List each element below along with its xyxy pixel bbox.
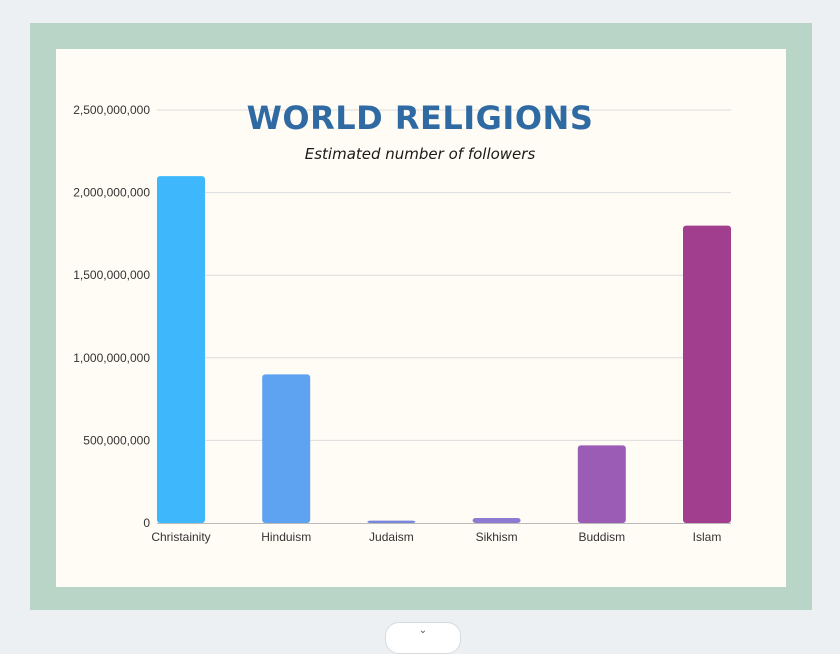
x-tick-label: Judaism: [369, 530, 414, 544]
bars: [157, 176, 731, 523]
bar-chart: 0 500,000,000 1,000,000,000 1,500,000,000 2,…: [73, 103, 731, 544]
expand-tab[interactable]: ⌄: [385, 622, 461, 654]
bar-hinduism[interactable]: [262, 374, 311, 523]
y-tick-label: 2,500,000,000: [73, 103, 150, 117]
bar-judaism[interactable]: [367, 520, 416, 523]
x-tick-label: Christainity: [151, 530, 210, 544]
chart-subtitle: Estimated number of followers: [304, 145, 536, 163]
x-tick-label: Buddism: [578, 530, 625, 544]
x-tick-label: Hinduism: [261, 530, 311, 544]
x-tick-label: Islam: [693, 530, 722, 544]
y-tick-label: 500,000,000: [83, 433, 150, 447]
y-tick-label: 1,000,000,000: [73, 351, 150, 365]
bar-sikhism[interactable]: [472, 518, 521, 523]
x-tick-label: Sikhism: [476, 530, 518, 544]
bar-christainity[interactable]: [157, 176, 205, 523]
chart-title: WORLD RELIGIONS: [246, 99, 594, 137]
y-tick-label: 2,000,000,000: [73, 186, 150, 200]
chevron-down-icon: ⌄: [418, 625, 428, 636]
x-axis-ticks: Christainity Hinduism Judaism Sikhism Buddis…: [151, 530, 721, 544]
bar-buddism[interactable]: [577, 445, 626, 523]
bar-islam[interactable]: [683, 225, 731, 523]
grid-lines: [157, 109, 731, 441]
y-tick-label: 1,500,000,000: [73, 268, 150, 282]
y-axis-ticks: 0 500,000,000 1,000,000,000 1,500,000,000 2,…: [73, 103, 150, 530]
y-tick-label: 0: [143, 516, 150, 530]
